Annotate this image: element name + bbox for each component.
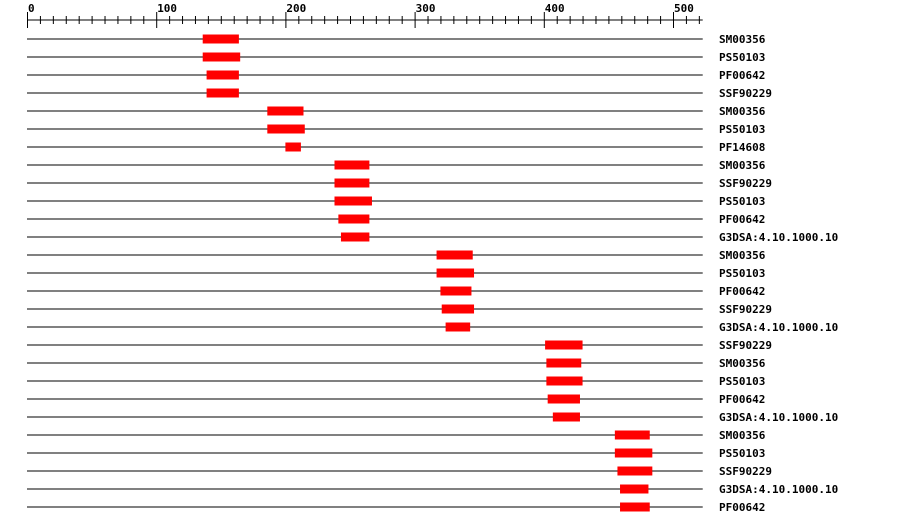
domain-bar	[436, 268, 475, 278]
track-label: G3DSA:4.10.1000.10	[719, 231, 838, 244]
tick-label: 300	[416, 2, 436, 15]
domain-bar	[614, 448, 653, 458]
track-label: SM00356	[719, 249, 766, 262]
track-label: SSF90229	[719, 303, 772, 316]
domain-bar	[340, 232, 370, 242]
track-label: PF00642	[719, 501, 765, 514]
track-label: PS50103	[719, 195, 765, 208]
track-label: SSF90229	[719, 465, 772, 478]
domain-bar	[545, 340, 583, 350]
domain-bar	[445, 322, 471, 332]
track-label: SSF90229	[719, 87, 772, 100]
domain-bar	[202, 34, 239, 44]
domain-bar	[547, 394, 580, 404]
tick-label: 0	[28, 2, 35, 15]
track-label: G3DSA:4.10.1000.10	[719, 483, 838, 496]
track-label: SM00356	[719, 357, 766, 370]
track-label: G3DSA:4.10.1000.10	[719, 411, 838, 424]
domain-bar	[338, 214, 370, 224]
domain-bar	[334, 196, 372, 206]
track-label: SM00356	[719, 429, 766, 442]
track-label: PS50103	[719, 447, 765, 460]
domain-bar	[334, 160, 370, 170]
track-label: PF00642	[719, 69, 765, 82]
track-label: SSF90229	[719, 177, 772, 190]
track-label: SM00356	[719, 33, 766, 46]
domain-bar	[267, 106, 304, 116]
domain-bar	[206, 70, 239, 80]
domain-bar	[206, 88, 239, 98]
track-label: PS50103	[719, 123, 765, 136]
track-label: PS50103	[719, 51, 765, 64]
tick-label: 200	[286, 2, 306, 15]
domain-bar	[620, 484, 649, 494]
track-label: PF00642	[719, 393, 765, 406]
track-label: PS50103	[719, 267, 765, 280]
domain-bar	[552, 412, 580, 422]
domain-bar	[440, 286, 472, 296]
domain-bar	[202, 52, 241, 62]
track-label: SM00356	[719, 105, 766, 118]
domain-bar	[334, 178, 370, 188]
domain-bar	[441, 304, 475, 314]
domain-bar	[546, 358, 582, 368]
track-label: SSF90229	[719, 339, 772, 352]
track-label: PF00642	[719, 285, 765, 298]
domain-bar	[285, 142, 301, 152]
domain-bar	[546, 376, 583, 386]
track-label: G3DSA:4.10.1000.10	[719, 321, 838, 334]
domain-bar	[436, 250, 473, 260]
track-label: SM00356	[719, 159, 766, 172]
tick-label: 400	[545, 2, 565, 15]
track-label: PF00642	[719, 213, 765, 226]
domain-bar	[614, 430, 650, 440]
domain-bar	[620, 502, 650, 512]
tick-label: 500	[674, 2, 694, 15]
track-label: PF14608	[719, 141, 765, 154]
domain-bar	[617, 466, 653, 476]
track-label: PS50103	[719, 375, 765, 388]
tick-label: 100	[157, 2, 177, 15]
domain-bar	[267, 124, 305, 134]
